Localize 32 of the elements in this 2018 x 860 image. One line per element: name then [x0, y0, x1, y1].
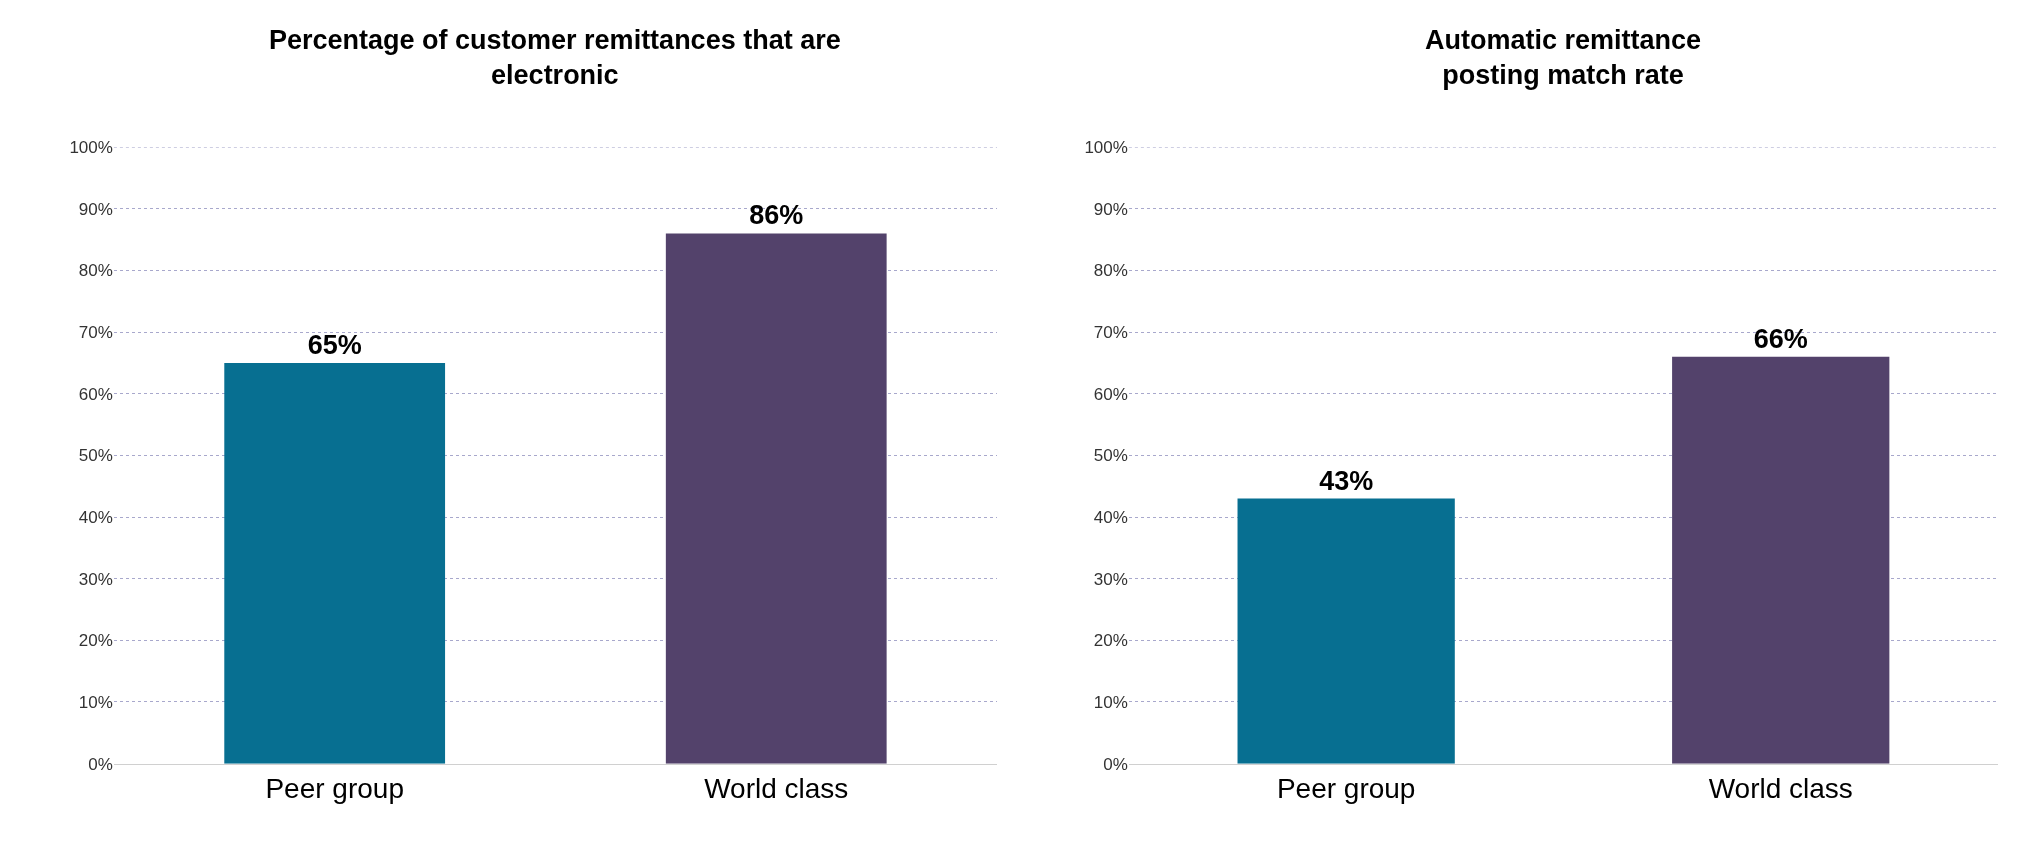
- y-tick-label: 0%: [88, 754, 113, 774]
- y-tick-label: 40%: [78, 507, 113, 527]
- x-tick-label: World class: [704, 773, 849, 805]
- y-tick-label: 30%: [78, 569, 113, 589]
- y-tick-label: 50%: [1093, 446, 1128, 466]
- y-tick-label: 20%: [1093, 631, 1128, 651]
- data-label: 65%: [307, 329, 362, 360]
- y-tick-label: 10%: [1093, 692, 1128, 712]
- y-tick-label: 20%: [78, 631, 113, 651]
- data-label: 86%: [749, 200, 804, 231]
- y-tick-label: 0%: [1103, 754, 1128, 774]
- y-tick-label: 70%: [1093, 323, 1128, 342]
- data-label: 43%: [1319, 465, 1374, 496]
- y-tick-label: 30%: [1093, 569, 1128, 589]
- y-tick-label: 100%: [69, 138, 113, 158]
- y-tick-label: 10%: [78, 692, 113, 712]
- y-tick-label: 80%: [1093, 261, 1128, 281]
- y-tick-label: 70%: [78, 323, 113, 342]
- y-tick-label: 90%: [78, 199, 113, 219]
- y-tick-label: 60%: [78, 384, 113, 404]
- y-tick-label: 90%: [1093, 199, 1128, 219]
- data-label: 66%: [1753, 323, 1808, 354]
- y-tick-label: 80%: [78, 261, 113, 281]
- y-tick-label: 60%: [1093, 384, 1128, 404]
- y-tick-label: 50%: [78, 446, 113, 466]
- x-tick-label: Peer group: [265, 773, 404, 805]
- chart-title: Percentage of customer remittances that are electronic: [269, 25, 841, 91]
- x-tick-label: World class: [1708, 773, 1853, 805]
- y-tick-label: 40%: [1093, 507, 1128, 527]
- y-tick-label: 100%: [1084, 138, 1128, 158]
- chart-title: Automatic remittance posting match rate: [1425, 25, 1702, 91]
- x-tick-label: Peer group: [1276, 773, 1416, 805]
